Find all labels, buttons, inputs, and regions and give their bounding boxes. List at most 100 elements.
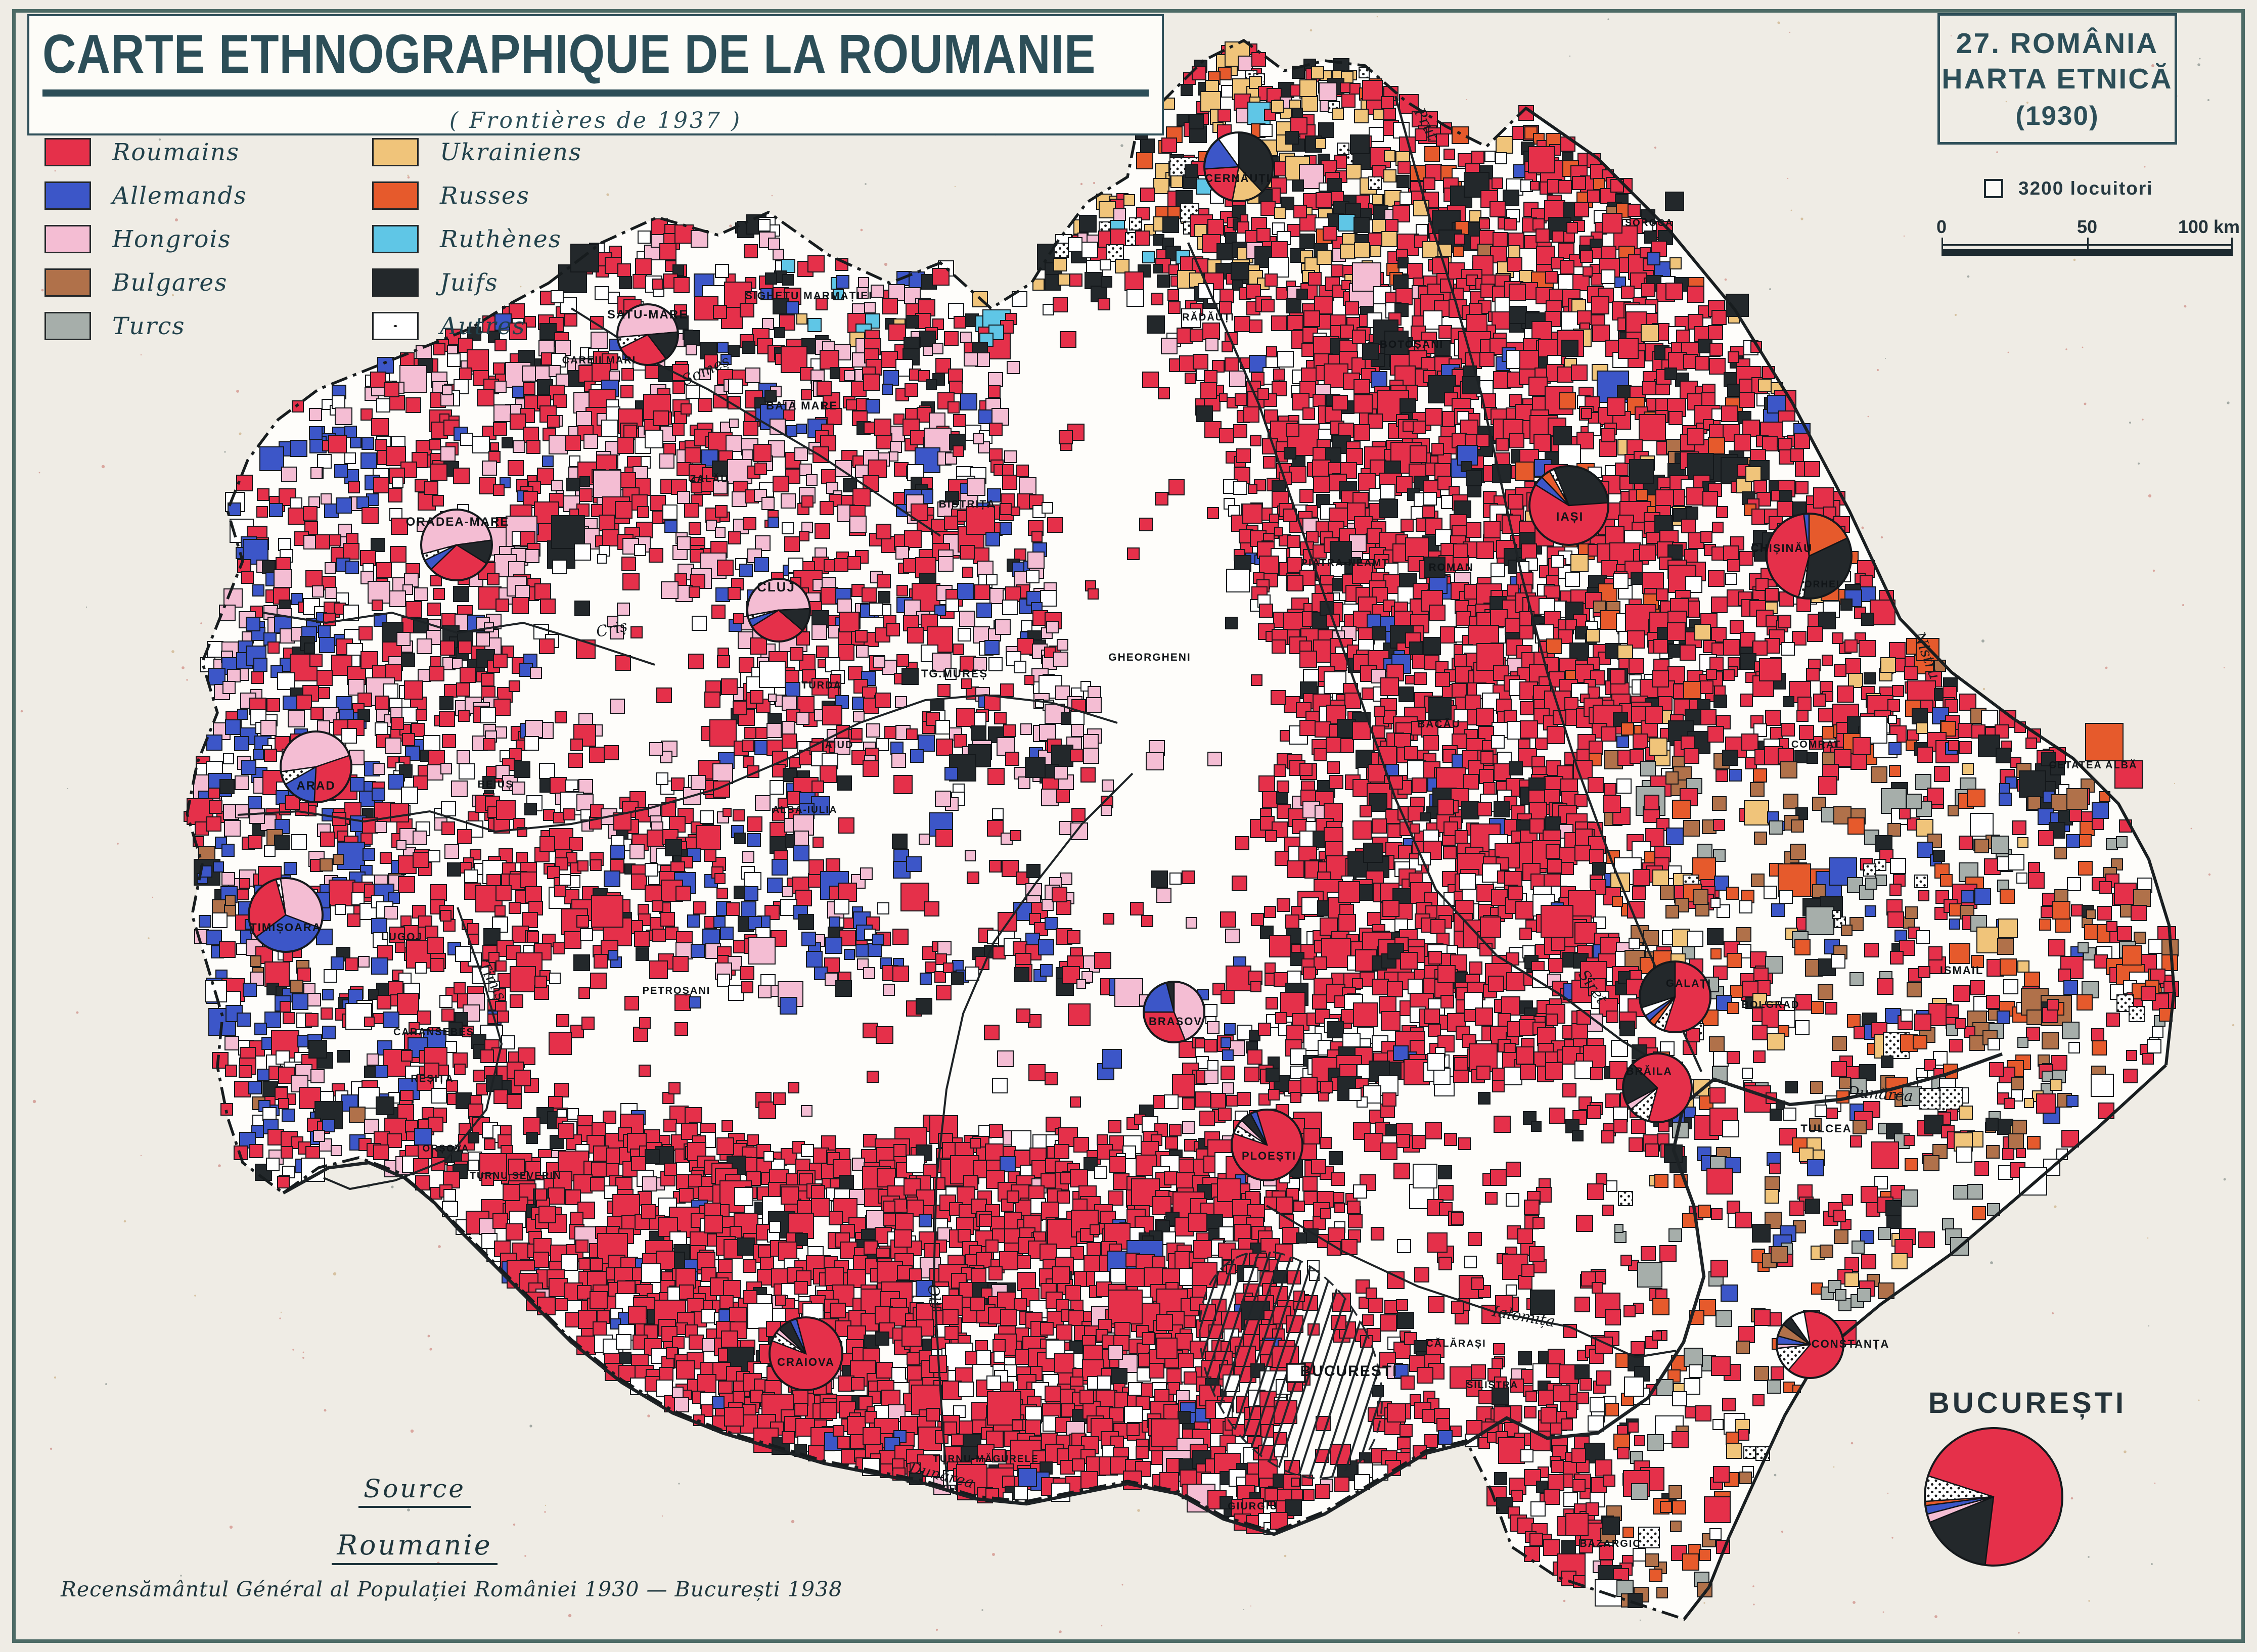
village-square — [1797, 697, 1812, 711]
village-square — [873, 656, 885, 668]
speckle — [1376, 16, 1378, 18]
village-square — [1753, 480, 1767, 494]
village-square — [320, 858, 333, 871]
village-square — [1102, 779, 1114, 792]
village-square — [766, 723, 782, 738]
village-square — [1027, 552, 1045, 569]
village-square — [401, 707, 418, 723]
village-square — [288, 508, 305, 525]
speckle — [2129, 422, 2131, 424]
village-square — [363, 848, 375, 861]
village-square — [343, 543, 359, 560]
village-square — [2092, 818, 2104, 830]
village-square — [1354, 242, 1370, 258]
village-square — [1948, 740, 1959, 751]
village-square — [1415, 128, 1427, 141]
village-square — [1265, 273, 1278, 287]
village-square — [615, 655, 631, 671]
village-square — [1508, 886, 1523, 900]
village-square — [1463, 774, 1479, 790]
village-square — [782, 522, 794, 534]
village-square — [1471, 151, 1484, 164]
village-square — [1504, 218, 1517, 231]
village-square — [964, 352, 978, 366]
speckle — [194, 1295, 196, 1297]
village-square — [953, 644, 964, 655]
village-square — [534, 583, 551, 600]
village-square — [715, 587, 730, 602]
village-square — [1353, 217, 1370, 233]
village-square — [1354, 109, 1369, 123]
village-square — [661, 581, 679, 599]
village-square — [1875, 875, 1887, 886]
village-square — [649, 742, 663, 756]
village-square — [633, 274, 647, 289]
speckle — [1243, 1609, 1245, 1611]
speckle — [101, 465, 105, 469]
village-square — [458, 710, 470, 722]
village-square — [524, 736, 539, 751]
village-square — [433, 588, 445, 600]
village-square — [1730, 620, 1744, 634]
village-square — [1767, 395, 1786, 414]
village-square — [2078, 861, 2093, 876]
village-square — [593, 470, 621, 498]
village-square — [704, 849, 716, 862]
village-square — [1431, 443, 1444, 455]
village-square — [1751, 874, 1765, 887]
village-square — [1571, 364, 1588, 381]
village-square — [318, 687, 330, 699]
village-square — [1629, 658, 1644, 674]
village-square — [1135, 231, 1150, 246]
village-square — [308, 496, 320, 508]
village-square — [1315, 721, 1331, 738]
village-square — [224, 820, 241, 837]
village-square — [1000, 503, 1012, 515]
village-square — [1058, 273, 1070, 286]
village-square — [1071, 808, 1086, 822]
village-square — [743, 421, 758, 436]
village-square — [1967, 789, 1985, 807]
village-square — [1217, 109, 1231, 122]
village-square — [1362, 343, 1379, 360]
speckle — [771, 195, 773, 197]
village-square — [1360, 805, 1372, 817]
village-square — [924, 901, 939, 916]
village-square — [1813, 487, 1834, 509]
village-square — [1711, 643, 1725, 656]
village-square — [721, 678, 738, 695]
speckle — [158, 138, 161, 141]
village-square — [1101, 805, 1112, 816]
village-square — [1766, 615, 1778, 627]
village-square — [907, 627, 924, 644]
village-square — [1352, 820, 1372, 840]
village-square — [1020, 723, 1032, 735]
village-square — [953, 445, 964, 457]
village-square — [1667, 622, 1686, 641]
speckle — [1080, 182, 1083, 186]
village-square — [863, 374, 880, 391]
village-square — [1727, 384, 1740, 397]
speckle — [1882, 1611, 1884, 1613]
village-square — [1314, 748, 1327, 761]
village-square — [834, 899, 849, 914]
village-square — [1479, 230, 1495, 246]
village-square — [1018, 776, 1030, 789]
village-square — [1277, 351, 1294, 368]
village-square — [631, 874, 647, 890]
village-square — [1601, 726, 1616, 742]
speckle — [860, 228, 863, 232]
village-square — [1345, 301, 1359, 315]
village-square — [965, 850, 976, 861]
village-square — [1959, 836, 1973, 850]
village-square — [1349, 83, 1361, 95]
village-square — [208, 788, 220, 800]
village-square — [1383, 108, 1396, 120]
village-square — [863, 760, 879, 777]
speckle — [2147, 1237, 2149, 1239]
village-square — [762, 318, 774, 330]
village-square — [1235, 836, 1249, 850]
village-square — [1492, 177, 1503, 189]
village-square — [206, 735, 222, 751]
village-square — [547, 866, 560, 879]
